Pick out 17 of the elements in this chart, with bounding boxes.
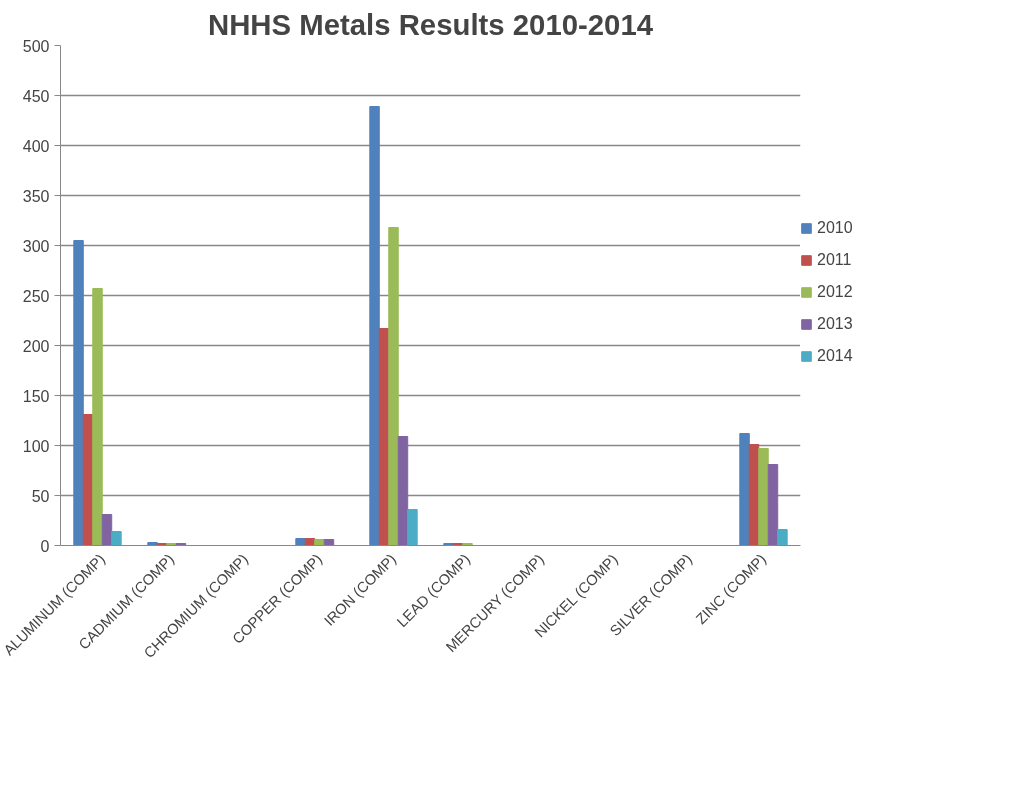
y-tick-label: 300	[22, 237, 50, 255]
y-tick-label: 400	[22, 137, 50, 155]
legend-label: 2013	[817, 315, 853, 333]
y-tick-label: 50	[31, 487, 50, 505]
legend-label: 2011	[817, 251, 852, 269]
legend-label: 2010	[817, 219, 853, 237]
legend-label: 2012	[817, 283, 853, 301]
legend-label: 2014	[817, 347, 853, 365]
y-tick-label: 350	[22, 187, 50, 205]
y-tick-label: 500	[22, 37, 50, 55]
y-tick-label: 0	[40, 537, 50, 555]
chart-title: NHHS Metals Results 2010-2014	[207, 7, 654, 41]
y-tick-label: 250	[22, 287, 50, 305]
y-tick-label: 450	[22, 87, 50, 105]
y-tick-label: 150	[22, 387, 50, 405]
y-tick-label: 200	[22, 337, 50, 355]
y-tick-label: 100	[22, 437, 50, 455]
